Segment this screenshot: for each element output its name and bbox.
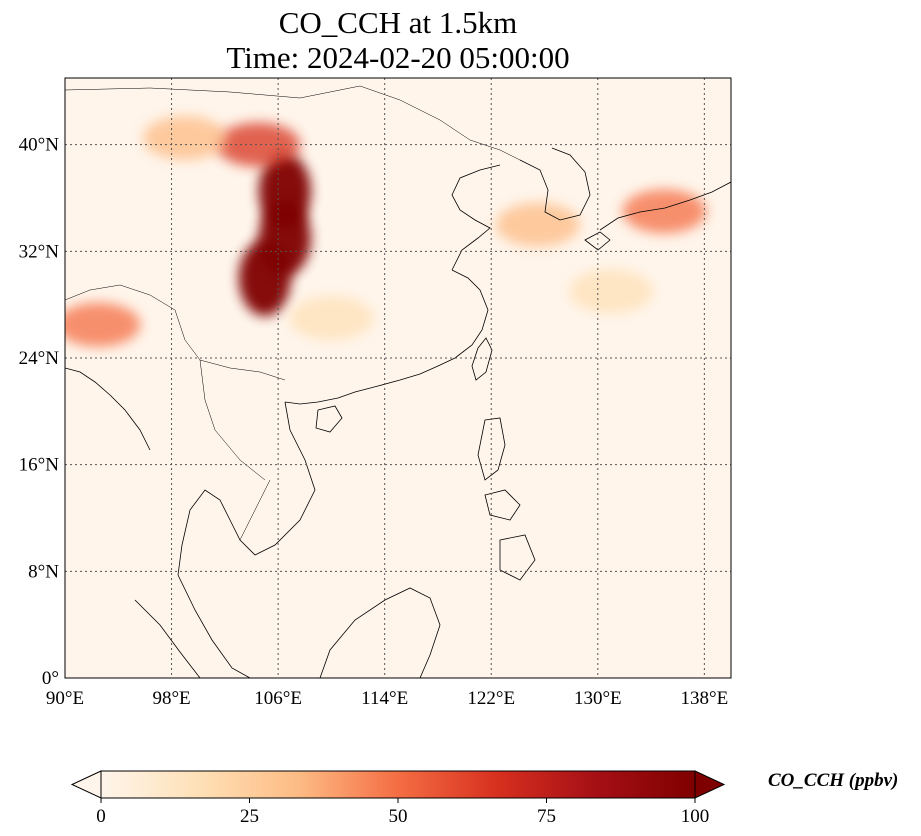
lat-tick-label: 16°N xyxy=(19,455,60,476)
lon-tick-label: 122°E xyxy=(467,688,515,709)
latitude-labels: 0° 8°N 16°N 24°N 32°N 40°N xyxy=(19,135,60,689)
malaya-coastline xyxy=(177,574,251,678)
colorbar: 0 25 50 75 100 xyxy=(70,770,726,827)
coastlines xyxy=(65,85,731,678)
concentration-field xyxy=(65,78,731,678)
hainan-coastline xyxy=(315,405,343,433)
bohai-coastline xyxy=(451,164,501,271)
plume-4 xyxy=(142,116,227,160)
mindanao-coastline xyxy=(499,534,536,581)
plume-9 xyxy=(289,296,374,340)
longitude-labels: 90°E 98°E 106°E 114°E 122°E 130°E 138°E xyxy=(46,688,728,709)
colorbar-tick-label: 100 xyxy=(681,806,710,827)
plume-3 xyxy=(216,122,301,167)
plume-2 xyxy=(258,200,311,276)
plume-6 xyxy=(495,202,580,247)
colorbar-extend-max xyxy=(694,770,726,799)
lat-tick-label: 40°N xyxy=(19,135,60,156)
map-frame xyxy=(64,77,732,679)
plume-layer xyxy=(65,116,707,347)
lon-tick-label: 106°E xyxy=(254,688,302,709)
sumatra-coastline xyxy=(134,599,201,678)
bengal-coastline xyxy=(65,367,151,451)
map-time-subtitle: Time: 2024-02-20 05:00:00 xyxy=(226,40,570,75)
colorbar-tick-label: 75 xyxy=(537,806,556,827)
lon-tick-label: 138°E xyxy=(681,688,729,709)
borneo-coastline xyxy=(319,587,441,678)
colorbar-tick-label: 25 xyxy=(240,806,259,827)
luzon-coastline xyxy=(477,417,506,481)
taiwan-coastline xyxy=(471,337,493,381)
kyushu-coastline xyxy=(584,231,611,251)
lat-tick-label: 8°N xyxy=(28,561,59,582)
plume-7 xyxy=(622,189,707,234)
colorbar-tick-label: 0 xyxy=(96,806,106,827)
colorbar-extend-min xyxy=(70,770,102,799)
plume-8 xyxy=(569,269,654,314)
korea-coastline xyxy=(519,147,591,221)
lon-tick-label: 98°E xyxy=(152,688,190,709)
lat-tick-label: 24°N xyxy=(19,348,60,369)
visayas-coastline xyxy=(484,489,521,521)
colorbar-gradient xyxy=(100,770,696,799)
border-lines xyxy=(65,85,521,541)
lon-tick-label: 114°E xyxy=(361,688,408,709)
colorbar-label: CO_CCH (ppbv) xyxy=(768,770,899,791)
map-title: CO_CCH at 1.5km xyxy=(278,5,518,40)
lon-tick-label: 90°E xyxy=(46,688,84,709)
colorbar-tick-label: 50 xyxy=(389,806,408,827)
gridlines xyxy=(65,78,731,678)
lon-tick-label: 130°E xyxy=(574,688,622,709)
lat-tick-label: 0° xyxy=(42,668,59,689)
japan-coastline xyxy=(599,181,731,231)
plume-5 xyxy=(65,302,141,347)
china-coastline xyxy=(284,269,489,405)
colorbar-ticks: 0 25 50 75 100 xyxy=(96,798,709,827)
lat-tick-label: 32°N xyxy=(19,241,60,262)
